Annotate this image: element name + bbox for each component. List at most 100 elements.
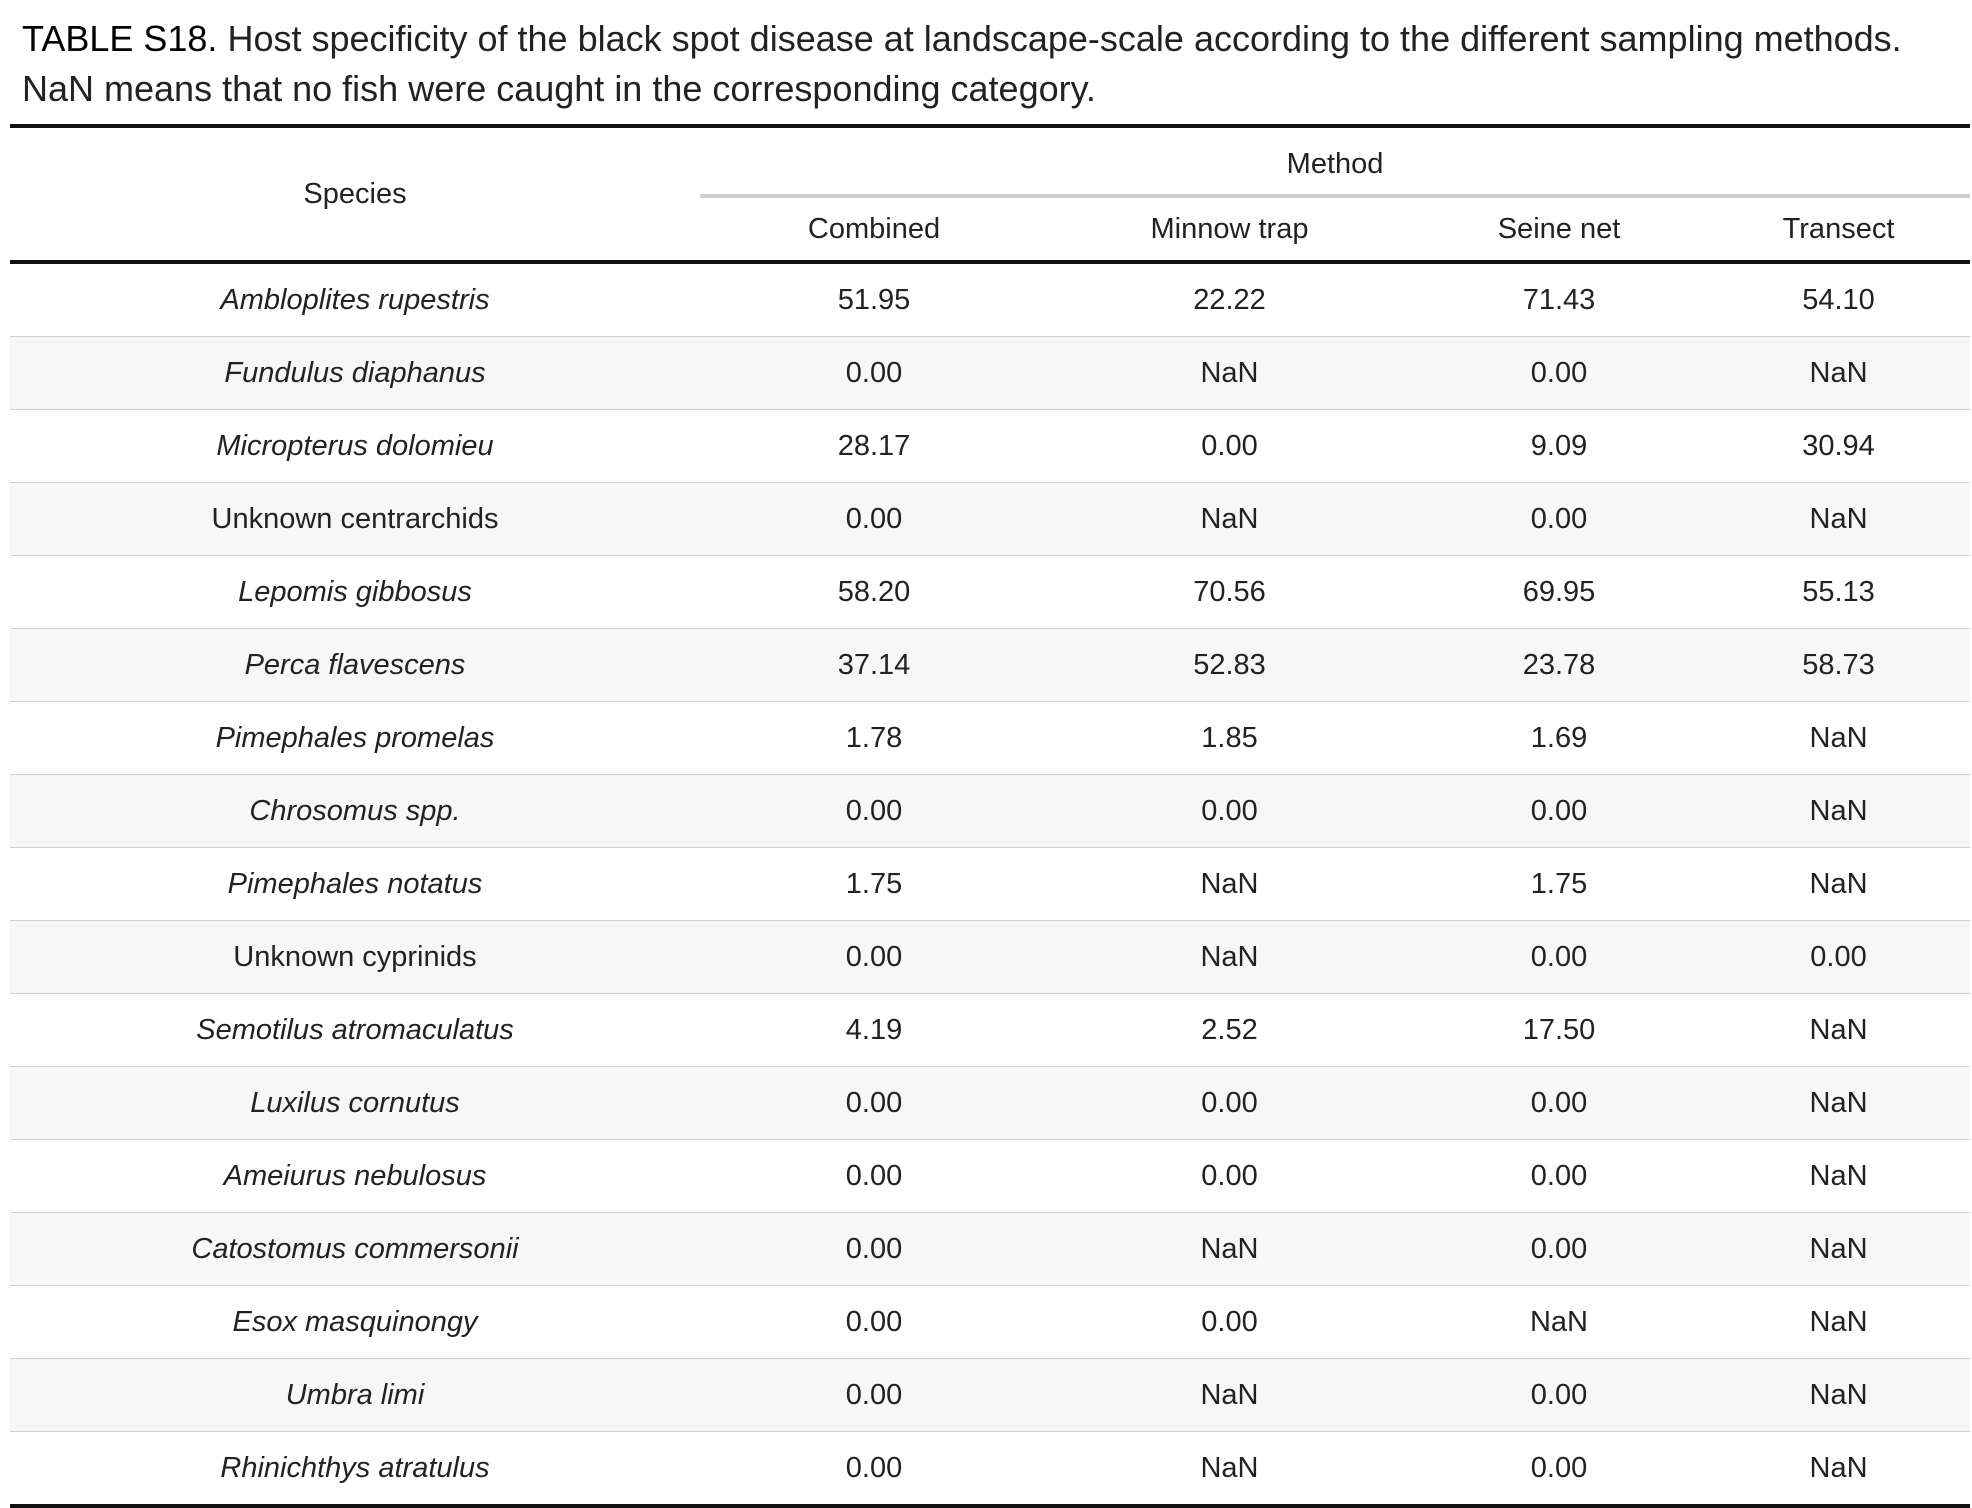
species-cell: Perca flavescens	[10, 628, 700, 702]
value-cell-combined: 0.00	[700, 482, 1048, 556]
value-cell-minnow-trap: 0.00	[1048, 1285, 1411, 1359]
table-row: Esox masquinongy 0.00 0.00 NaN NaN	[10, 1285, 1971, 1359]
value-cell-seine-net: 0.00	[1411, 1431, 1707, 1508]
table-row: Semotilus atromaculatus 4.19 2.52 17.50 NaN	[10, 993, 1971, 1067]
column-header-minnow-trap: Minnow trap	[1048, 194, 1411, 264]
table-row: Catostomus commersonii 0.00 NaN 0.00 NaN	[10, 1212, 1971, 1286]
value-cell-combined: 37.14	[700, 628, 1048, 702]
table-row: Ambloplites rupestris 51.95 22.22 71.43 54.1…	[10, 262, 1970, 337]
value-cell-transect: NaN	[1707, 1212, 1971, 1286]
table-row: Pimephales promelas 1.78 1.85 1.69 NaN	[10, 701, 1971, 775]
value-cell-seine-net: 0.00	[1411, 1139, 1707, 1213]
value-cell-combined: 51.95	[837, 283, 911, 316]
value-cell-seine-net: 69.95	[1411, 555, 1707, 629]
value-cell-seine-net: 23.78	[1411, 628, 1707, 702]
value-cell-minnow-trap: 0.00	[1048, 1139, 1411, 1213]
value-cell-transect: NaN	[1707, 701, 1971, 775]
value-cell-transect: NaN	[1707, 336, 1971, 410]
table-caption: TABLE S18. Host specificity of the black…	[22, 14, 1952, 114]
value-cell-transect: 30.94	[1707, 409, 1971, 483]
column-header-transect: Transect	[1707, 194, 1971, 264]
value-cell-combined: 28.17	[700, 409, 1048, 483]
species-cell: Catostomus commersonii	[10, 1212, 700, 1286]
species-cell: Ambloplites rupestris	[220, 283, 490, 316]
value-cell-combined: 0.00	[700, 1212, 1048, 1286]
value-cell-combined: 0.00	[700, 1358, 1048, 1432]
value-cell-minnow-trap: 2.52	[1048, 993, 1411, 1067]
value-cell-combined: 0.00	[700, 774, 1048, 848]
value-cell-minnow-trap: NaN	[1048, 1358, 1411, 1432]
table-header: Species Method Combined Minnow trap Sein…	[10, 124, 1971, 264]
species-cell: Semotilus atromaculatus	[10, 993, 700, 1067]
table-row: Perca flavescens 37.14 52.83 23.78 58.73	[10, 628, 1971, 702]
table-row: Pimephales notatus 1.75 NaN 1.75 NaN	[10, 847, 1971, 921]
species-cell: Pimephales promelas	[10, 701, 700, 775]
table-body: Ambloplites rupestris 51.95 22.22 71.43 54.1…	[10, 262, 1971, 1508]
value-cell-transect: 55.13	[1707, 555, 1971, 629]
column-header-seine-net: Seine net	[1411, 194, 1707, 264]
species-cell: Lepomis gibbosus	[10, 555, 700, 629]
value-cell-minnow-trap: NaN	[1048, 336, 1411, 410]
value-cell-minnow-trap: NaN	[1048, 1431, 1411, 1508]
value-cell-transect: NaN	[1707, 847, 1971, 921]
column-header-combined: Combined	[700, 194, 1048, 264]
value-cell-minnow-trap: 1.85	[1048, 701, 1411, 775]
value-cell-seine-net: 1.69	[1411, 701, 1707, 775]
value-cell-minnow-trap: NaN	[1048, 482, 1411, 556]
value-cell-minnow-trap: 70.56	[1048, 555, 1411, 629]
table-row: Rhinichthys atratulus 0.00 NaN 0.00 NaN	[10, 1431, 1971, 1508]
value-cell-transect: NaN	[1707, 774, 1971, 848]
value-cell-combined: 0.00	[700, 336, 1048, 410]
species-cell: Ameiurus nebulosus	[10, 1139, 700, 1213]
species-cell: Micropterus dolomieu	[10, 409, 700, 483]
table-row: Chrosomus spp. 0.00 0.00 0.00 NaN	[10, 774, 1971, 848]
value-cell-minnow-trap: 0.00	[1048, 774, 1411, 848]
value-cell-seine-net: 0.00	[1411, 482, 1707, 556]
value-cell-transect: NaN	[1707, 1139, 1971, 1213]
value-cell-transect: NaN	[1707, 1066, 1971, 1140]
value-cell-transect: NaN	[1707, 1358, 1971, 1432]
value-cell-minnow-trap: NaN	[1048, 920, 1411, 994]
value-cell-minnow-trap: 0.00	[1048, 1066, 1411, 1140]
value-cell-combined: 4.19	[700, 993, 1048, 1067]
value-cell-combined: 1.78	[700, 701, 1048, 775]
value-cell-seine-net: NaN	[1411, 1285, 1707, 1359]
value-cell-seine-net: 0.00	[1411, 774, 1707, 848]
value-cell-minnow-trap: 22.22	[1193, 283, 1266, 316]
value-cell-combined: 0.00	[700, 1139, 1048, 1213]
table-row: Unknown cyprinids 0.00 NaN 0.00 0.00	[10, 920, 1971, 994]
value-cell-seine-net: 71.43	[1522, 283, 1596, 316]
species-cell: Chrosomus spp.	[10, 774, 700, 848]
species-cell: Fundulus diaphanus	[10, 336, 700, 410]
method-group-header: Method	[700, 124, 1971, 196]
data-table-container: Species Method Combined Minnow trap Sein…	[10, 124, 1971, 1508]
value-cell-minnow-trap: NaN	[1048, 847, 1411, 921]
value-cell-combined: 0.00	[700, 1285, 1048, 1359]
value-cell-minnow-trap: 52.83	[1048, 628, 1411, 702]
table-row: Fundulus diaphanus 0.00 NaN 0.00 NaN	[10, 336, 1971, 410]
species-cell: Unknown centrarchids	[10, 482, 700, 556]
value-cell-transect: NaN	[1707, 993, 1971, 1067]
value-cell-seine-net: 17.50	[1411, 993, 1707, 1067]
value-cell-transect: 54.10	[1802, 283, 1875, 316]
value-cell-combined: 58.20	[700, 555, 1048, 629]
value-cell-seine-net: 0.00	[1411, 1212, 1707, 1286]
value-cell-transect: NaN	[1707, 1431, 1971, 1508]
value-cell-minnow-trap: NaN	[1048, 1212, 1411, 1286]
value-cell-transect: 58.73	[1707, 628, 1971, 702]
value-cell-transect: NaN	[1707, 482, 1971, 556]
table-row: Lepomis gibbosus 58.20 70.56 69.95 55.13	[10, 555, 1971, 629]
value-cell-seine-net: 1.75	[1411, 847, 1707, 921]
value-cell-transect: 0.00	[1707, 920, 1971, 994]
table-row: Umbra limi 0.00 NaN 0.00 NaN	[10, 1358, 1971, 1432]
caption-text: Host specificity of the black spot disea…	[22, 18, 1902, 109]
value-cell-seine-net: 0.00	[1411, 336, 1707, 410]
table-row: Unknown centrarchids 0.00 NaN 0.00 NaN	[10, 482, 1971, 556]
species-cell: Luxilus cornutus	[10, 1066, 700, 1140]
value-cell-combined: 0.00	[700, 920, 1048, 994]
species-cell: Rhinichthys atratulus	[10, 1431, 700, 1508]
table-row: Micropterus dolomieu 28.17 0.00 9.09 30.94	[10, 409, 1971, 483]
value-cell-combined: 0.00	[700, 1066, 1048, 1140]
species-cell: Unknown cyprinids	[10, 920, 700, 994]
species-cell: Pimephales notatus	[10, 847, 700, 921]
